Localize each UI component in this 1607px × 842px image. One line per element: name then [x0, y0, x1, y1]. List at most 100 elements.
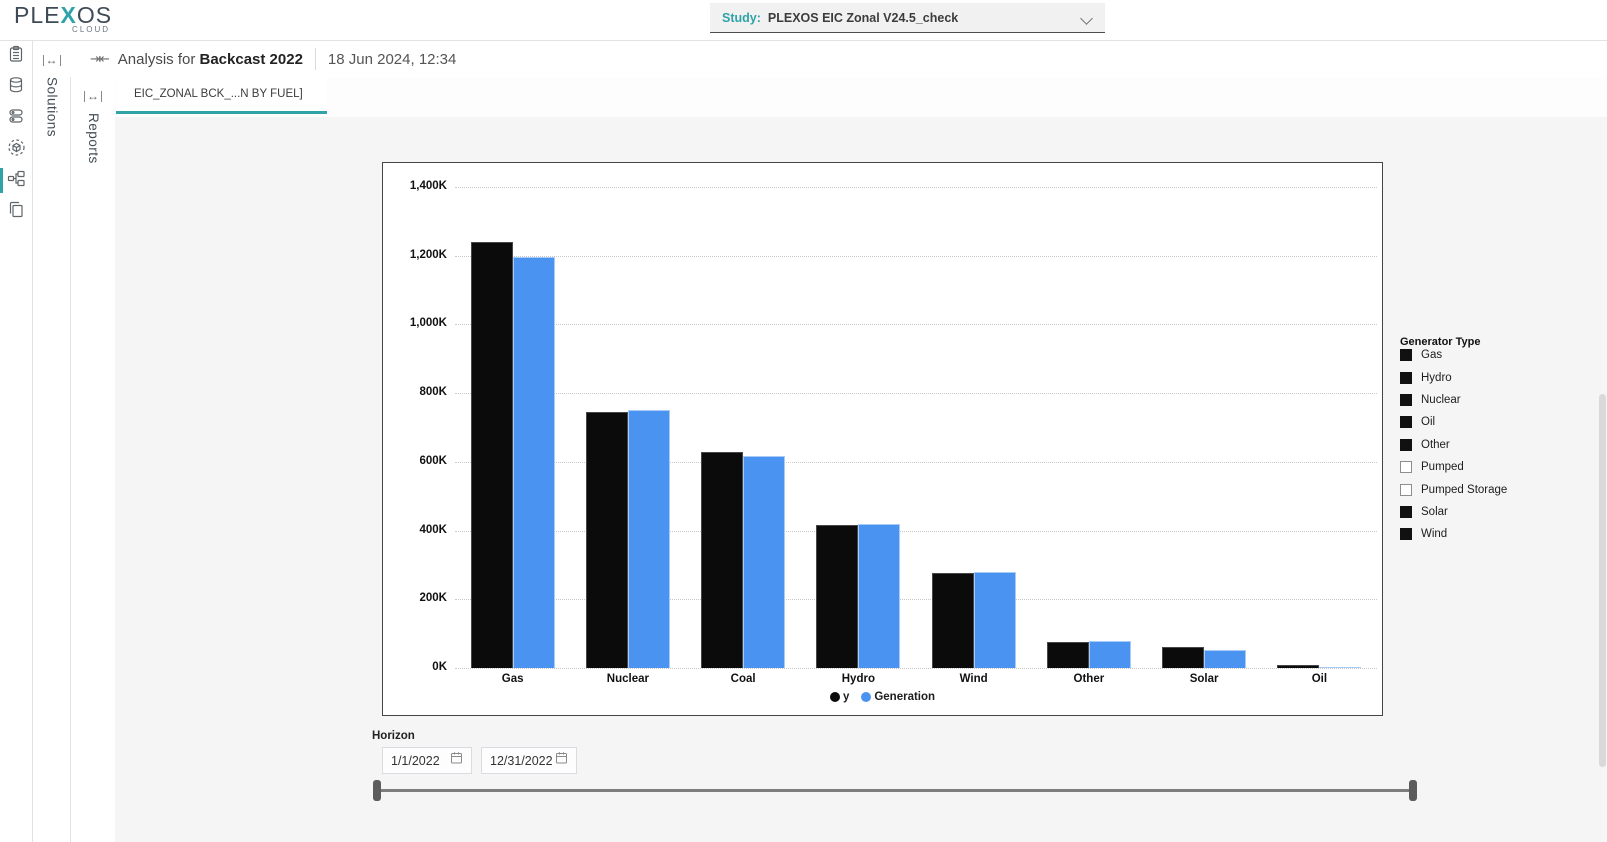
logo-text: PLE: [14, 2, 61, 28]
bar-y-coal: [701, 452, 744, 668]
horizon-start-input[interactable]: 1/1/2022: [382, 747, 472, 774]
bar-group: [1147, 187, 1262, 668]
generator-type-item[interactable]: Oil: [1400, 411, 1575, 433]
page-title: Analysis for Backcast 2022: [117, 50, 303, 68]
checkbox-icon[interactable]: [1400, 483, 1412, 496]
analysis-timestamp: 18 Jun 2024, 12:34: [327, 50, 457, 68]
generator-type-item-label: Wind: [1421, 528, 1448, 541]
analysis-header: ⇥⇤ Analysis for Backcast 2022 18 Jun 202…: [70, 41, 1607, 78]
horizon-range-slider[interactable]: [373, 779, 1417, 803]
checkbox-icon[interactable]: [1400, 349, 1412, 362]
calendar-icon[interactable]: [450, 751, 463, 770]
generator-type-item[interactable]: Gas: [1400, 344, 1575, 366]
legend-label: Generation: [874, 691, 936, 703]
bar-group: [916, 187, 1031, 668]
generator-type-item[interactable]: Pumped: [1400, 456, 1575, 478]
study-label: Study:: [722, 10, 761, 25]
slider-track[interactable]: [378, 789, 1412, 792]
generator-type-item[interactable]: Pumped Storage: [1400, 478, 1575, 500]
checkbox-icon[interactable]: [1400, 393, 1412, 406]
sidebar-item-copy[interactable]: [0, 196, 32, 227]
checkbox-icon[interactable]: [1400, 461, 1412, 474]
generator-type-item-label: Nuclear: [1421, 393, 1461, 406]
gridline: [455, 530, 1377, 532]
generator-type-item[interactable]: Nuclear: [1400, 389, 1575, 411]
expand-panel-icon: ↔: [84, 90, 102, 102]
y-tick-label: 400K: [419, 523, 448, 536]
gridline: [455, 599, 1377, 601]
gridline: [455, 393, 1377, 395]
bar-group: [570, 187, 685, 668]
bar-groups: [455, 187, 1377, 668]
horizon-start-value: 1/1/2022: [391, 753, 440, 768]
generator-type-item[interactable]: Other: [1400, 434, 1575, 456]
gridline: [455, 324, 1377, 326]
chart-legend: y Generation: [383, 691, 1382, 703]
sidebar-item-datastore[interactable]: [0, 103, 32, 134]
reports-panel: ↔ Reports: [71, 77, 116, 842]
top-bar: PLEXOS CLOUD Study: PLEXOS EIC Zonal V24…: [0, 0, 1607, 40]
clipboard-icon: [7, 45, 25, 68]
bar-group: [455, 187, 570, 668]
bar-y-solar: [1162, 647, 1205, 668]
gridline: [455, 668, 1377, 669]
reports-panel-label: Reports: [86, 113, 101, 164]
bar-group: [1031, 187, 1146, 668]
generator-type-item[interactable]: Hydro: [1400, 366, 1575, 388]
expand-solutions-button[interactable]: ↔: [40, 49, 64, 71]
bar-y-hydro: [816, 525, 859, 668]
x-tick-label: Nuclear: [606, 673, 649, 685]
sidebar-item-database[interactable]: [0, 72, 32, 103]
bar-Generation-hydro: [858, 524, 901, 668]
generator-type-legend: Generator Type Gas Hydro Nuclear Oil Oth…: [1400, 336, 1575, 546]
study-selector[interactable]: Study: PLEXOS EIC Zonal V24.5_check: [710, 3, 1105, 33]
generator-type-item[interactable]: Solar: [1400, 501, 1575, 523]
checkbox-icon[interactable]: [1400, 528, 1412, 541]
vertical-scrollbar[interactable]: [1599, 394, 1606, 767]
y-tick-label: 0K: [432, 661, 447, 673]
checkbox-icon[interactable]: [1400, 438, 1412, 451]
legend-label: y: [842, 691, 850, 703]
legend-item: y: [829, 691, 850, 703]
sidebar-item-model[interactable]: [0, 134, 32, 165]
sidebar-item-clipboard[interactable]: [0, 41, 32, 72]
bar-Generation-wind: [973, 571, 1016, 668]
horizon-end-input[interactable]: 12/31/2022: [481, 747, 577, 774]
horizon-label: Horizon: [372, 730, 415, 742]
slider-handle-start[interactable]: [373, 780, 381, 801]
calendar-icon[interactable]: [555, 751, 568, 770]
solutions-panel-label: Solutions: [44, 77, 60, 138]
model-icon: [7, 138, 26, 162]
logo-subtitle: CLOUD: [72, 25, 111, 34]
generator-type-item-label: Pumped Storage: [1421, 483, 1508, 496]
bar-Generation-nuclear: [627, 409, 670, 668]
tab-eic-zonal-report[interactable]: EIC_ZONAL BCK_...N BY FUEL]: [116, 77, 327, 114]
bar-Generation-solar: [1204, 650, 1247, 668]
collapse-panel-icon[interactable]: ⇥⇤: [90, 51, 110, 66]
generator-type-item-label: Pumped: [1421, 461, 1464, 474]
x-tick-label: Gas: [501, 673, 524, 685]
expand-reports-button[interactable]: ↔: [81, 85, 105, 107]
bar-group: [1262, 187, 1377, 668]
bar-Generation-coal: [743, 456, 786, 668]
bar-Generation-oil: [1319, 666, 1362, 668]
checkbox-icon[interactable]: [1400, 416, 1412, 429]
bar-y-other: [1046, 642, 1089, 668]
generator-type-item-label: Other: [1421, 438, 1450, 451]
generator-type-item-label: Solar: [1421, 505, 1448, 518]
logo-x-glyph: X: [60, 2, 77, 28]
workflow-icon: [7, 169, 26, 193]
checkbox-icon[interactable]: [1400, 505, 1412, 518]
slider-handle-end[interactable]: [1409, 780, 1417, 801]
gridline: [455, 461, 1377, 463]
x-tick-label: Hydro: [841, 673, 875, 685]
checkbox-icon[interactable]: [1400, 371, 1412, 384]
bar-Generation-other: [1088, 641, 1131, 668]
topbar-divider: [0, 40, 1607, 41]
generator-type-item[interactable]: Wind: [1400, 523, 1575, 545]
header-divider: [314, 48, 316, 70]
plexos-logo: PLEXOS CLOUD: [14, 4, 112, 34]
study-value: PLEXOS EIC Zonal V24.5_check: [767, 10, 959, 25]
sidebar-item-workflow[interactable]: [0, 165, 32, 196]
x-axis-labels: Gas Nuclear Coal Hydro Wind Other Solar Oil: [455, 673, 1377, 685]
